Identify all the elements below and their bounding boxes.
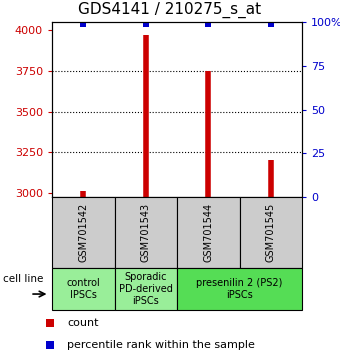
Point xyxy=(143,21,149,27)
Text: GSM701545: GSM701545 xyxy=(266,203,276,262)
Bar xyxy=(177,268,302,310)
Point xyxy=(268,21,273,27)
Text: cell line: cell line xyxy=(3,274,43,284)
Point xyxy=(48,342,53,348)
Point xyxy=(205,21,211,27)
Bar xyxy=(52,197,115,268)
Text: GDS4141 / 210275_s_at: GDS4141 / 210275_s_at xyxy=(79,2,261,18)
Bar xyxy=(239,197,302,268)
Text: control
IPSCs: control IPSCs xyxy=(66,278,100,300)
Bar xyxy=(177,197,239,268)
Text: GSM701542: GSM701542 xyxy=(78,203,88,262)
Point xyxy=(81,21,86,27)
Text: GSM701543: GSM701543 xyxy=(141,203,151,262)
Text: count: count xyxy=(67,318,99,327)
Bar xyxy=(115,197,177,268)
Bar xyxy=(115,268,177,310)
Text: Sporadic
PD-derived
iPSCs: Sporadic PD-derived iPSCs xyxy=(119,272,173,306)
Text: GSM701544: GSM701544 xyxy=(203,203,213,262)
Point xyxy=(48,320,53,325)
Bar xyxy=(52,268,115,310)
Text: presenilin 2 (PS2)
iPSCs: presenilin 2 (PS2) iPSCs xyxy=(196,278,283,300)
Text: percentile rank within the sample: percentile rank within the sample xyxy=(67,340,255,350)
